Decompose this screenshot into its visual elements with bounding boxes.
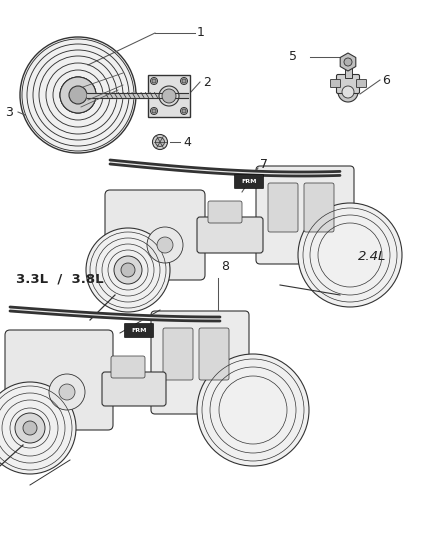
FancyBboxPatch shape [336,75,360,93]
Circle shape [162,89,176,103]
Text: 1: 1 [197,27,205,39]
Circle shape [151,77,158,85]
Text: 2.4L: 2.4L [358,250,386,263]
FancyBboxPatch shape [304,183,334,232]
Circle shape [60,77,96,113]
Circle shape [155,138,165,147]
Circle shape [69,86,87,104]
Text: 3.3L  /  3.8L: 3.3L / 3.8L [16,273,104,286]
Circle shape [151,108,158,115]
Circle shape [342,86,354,98]
FancyBboxPatch shape [345,64,352,78]
Circle shape [121,263,135,277]
Circle shape [298,203,402,307]
Circle shape [159,86,179,106]
Text: 3: 3 [5,106,13,118]
Polygon shape [340,53,356,71]
Text: FRM: FRM [241,179,257,184]
FancyBboxPatch shape [148,75,190,117]
FancyBboxPatch shape [234,174,264,189]
FancyBboxPatch shape [151,311,249,414]
Circle shape [344,58,352,66]
Circle shape [180,77,187,85]
Circle shape [338,82,358,102]
Circle shape [180,108,187,115]
Text: 7: 7 [260,158,268,172]
Circle shape [59,384,75,400]
Circle shape [152,134,167,149]
Circle shape [114,256,142,284]
Circle shape [147,227,183,263]
FancyBboxPatch shape [105,190,205,280]
Circle shape [23,421,37,435]
Text: 5: 5 [289,51,297,63]
Circle shape [86,228,170,312]
FancyBboxPatch shape [199,328,229,380]
Circle shape [182,109,186,113]
Circle shape [60,77,96,113]
Text: 4: 4 [183,135,191,149]
Circle shape [15,413,45,443]
Circle shape [152,79,156,83]
Circle shape [49,374,85,410]
Circle shape [152,109,156,113]
Text: FRM: FRM [131,328,147,333]
FancyBboxPatch shape [208,201,242,223]
Text: 8: 8 [221,260,229,273]
FancyBboxPatch shape [111,356,145,378]
FancyBboxPatch shape [163,328,193,380]
FancyBboxPatch shape [331,79,340,87]
Circle shape [157,237,173,253]
Circle shape [20,37,136,153]
FancyBboxPatch shape [5,330,113,430]
Circle shape [182,79,186,83]
FancyBboxPatch shape [256,166,354,264]
FancyBboxPatch shape [268,183,298,232]
FancyBboxPatch shape [357,79,367,87]
FancyBboxPatch shape [124,324,153,337]
FancyBboxPatch shape [102,372,166,406]
Circle shape [197,354,309,466]
Text: 6: 6 [382,74,390,86]
Circle shape [0,382,76,474]
FancyBboxPatch shape [197,217,263,253]
Text: 2: 2 [203,76,211,88]
